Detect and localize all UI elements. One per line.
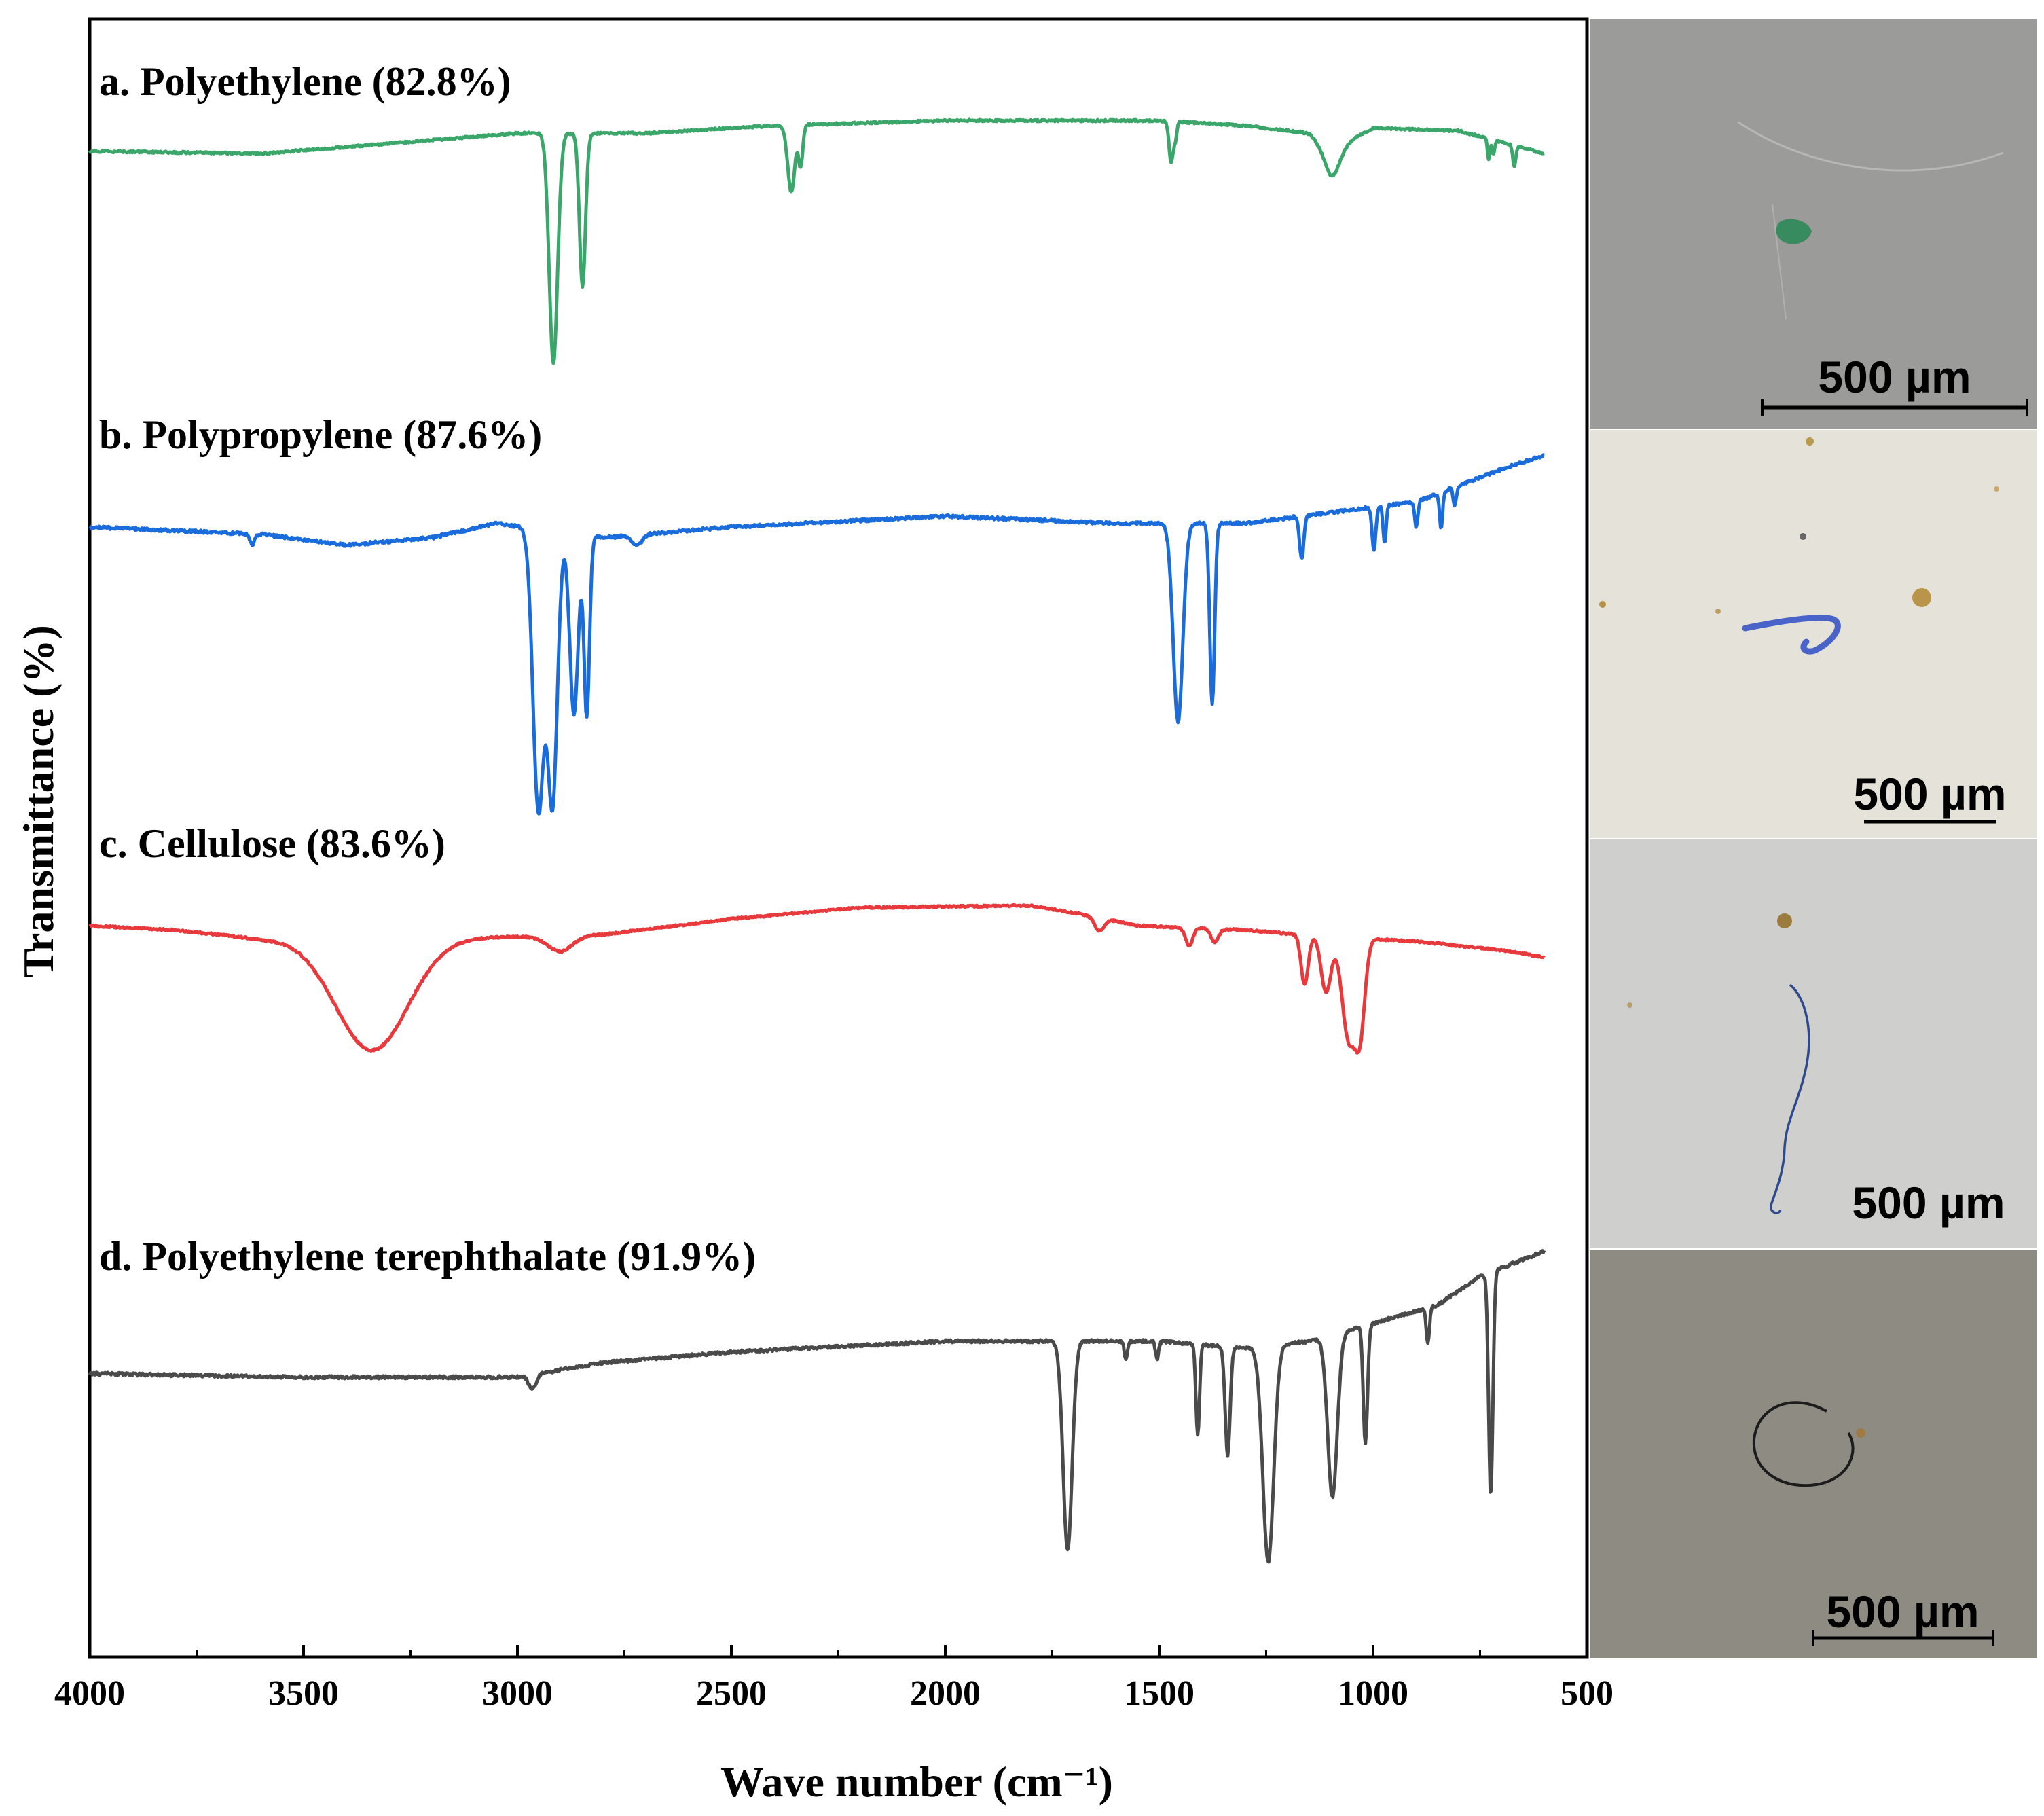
micrograph-a-particle bbox=[1776, 219, 1812, 244]
x-tick-label-1000: 1000 bbox=[1338, 1674, 1408, 1713]
micrograph-d-scale-label: 500 µm bbox=[1826, 1586, 1979, 1637]
micrograph-d-background bbox=[1590, 1250, 2037, 1658]
micrograph-c-speck-1 bbox=[1777, 913, 1792, 928]
micrograph-a-scratch-2 bbox=[1772, 203, 1787, 320]
x-tick-label-1500: 1500 bbox=[1124, 1674, 1194, 1713]
spectrum-line-c bbox=[88, 903, 1546, 1055]
micrograph-c-particle bbox=[1770, 983, 1810, 1214]
micrograph-b-speck-1 bbox=[1806, 437, 1814, 446]
micrograph-a-scratch bbox=[1738, 121, 2004, 172]
series-labels: a. Polyethylene (82.8%) b. Polypropylene… bbox=[99, 59, 756, 1279]
spectrum-line-d bbox=[88, 1249, 1546, 1564]
x-tick-label-500: 500 bbox=[1561, 1674, 1613, 1713]
micrograph-c-speck-2 bbox=[1627, 1002, 1632, 1008]
micrograph-b-scale-label: 500 µm bbox=[1853, 769, 2006, 819]
spectra-group bbox=[88, 117, 1546, 1564]
micrograph-panels: 500 µm 500 µm 500 µm bbox=[1590, 19, 2037, 1658]
plot-frame bbox=[88, 17, 1589, 1659]
micrograph-c-background bbox=[1590, 839, 2037, 1248]
micrograph-b-speck-2 bbox=[1912, 588, 1931, 607]
micrograph-c-scale-label: 500 µm bbox=[1852, 1178, 2005, 1228]
y-axis-title: Transmittance (%) bbox=[14, 625, 62, 978]
micrograph-b: 500 µm bbox=[1590, 430, 2037, 838]
series-label-b: b. Polypropylene (87.6%) bbox=[99, 412, 542, 457]
micrograph-b-speck-4 bbox=[1800, 533, 1806, 540]
micrograph-a: 500 µm bbox=[1590, 19, 2037, 429]
micrograph-b-speck-6 bbox=[1994, 486, 1999, 492]
spectrum-line-b bbox=[88, 453, 1546, 816]
micrograph-d: 500 µm bbox=[1590, 1250, 2037, 1658]
x-tick-label-3000: 3000 bbox=[482, 1674, 553, 1713]
ftir-plot: a. Polyethylene (82.8%) b. Polypropylene… bbox=[14, 17, 1613, 1806]
micrograph-b-speck-3 bbox=[1599, 601, 1606, 608]
micrograph-a-background bbox=[1590, 19, 2037, 429]
micrograph-b-particle bbox=[1742, 615, 1841, 655]
series-label-c: c. Cellulose (83.6%) bbox=[99, 821, 445, 866]
x-tick-label-2500: 2500 bbox=[696, 1674, 767, 1713]
x-axis-ticks: 4000 3500 3000 2500 2000 1500 1000 500 bbox=[54, 1645, 1613, 1713]
micrograph-a-scale-label: 500 µm bbox=[1818, 352, 1971, 402]
micrograph-d-speck-1 bbox=[1856, 1428, 1865, 1438]
x-tick-label-4000: 4000 bbox=[54, 1674, 125, 1713]
x-tick-label-2000: 2000 bbox=[910, 1674, 981, 1713]
x-axis-title: Wave number (cm⁻¹) bbox=[720, 1758, 1113, 1806]
micrograph-b-speck-5 bbox=[1715, 609, 1721, 614]
series-label-a: a. Polyethylene (82.8%) bbox=[99, 59, 511, 104]
series-label-d: d. Polyethylene terephthalate (91.9%) bbox=[99, 1234, 756, 1279]
micrograph-d-particle bbox=[1752, 1401, 1855, 1487]
micrograph-b-background bbox=[1590, 430, 2037, 838]
x-tick-label-3500: 3500 bbox=[268, 1674, 339, 1713]
micrograph-c: 500 µm bbox=[1590, 839, 2037, 1248]
spectrum-line-a bbox=[88, 117, 1546, 365]
